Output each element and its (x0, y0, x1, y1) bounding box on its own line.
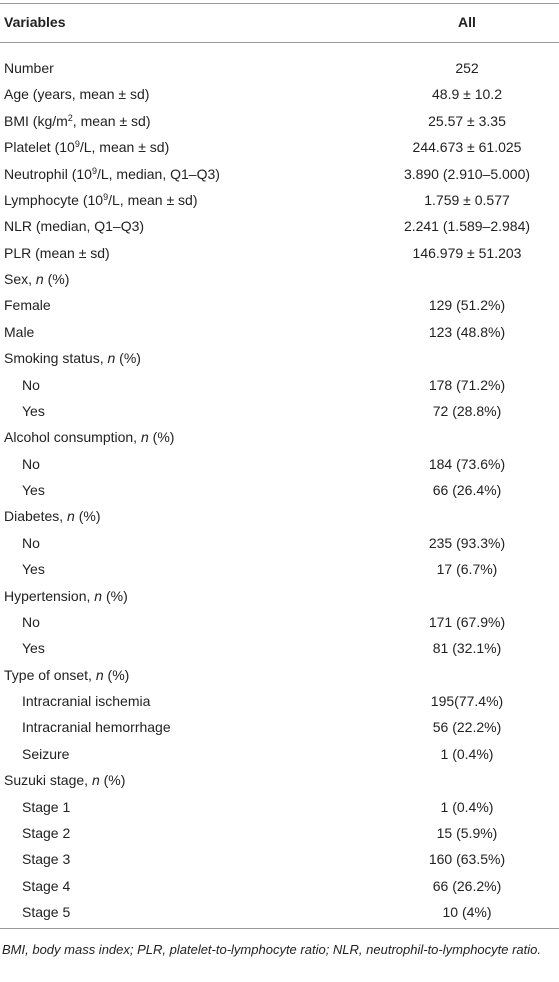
row-label: Lymphocyte (109/L, mean ± sd) (4, 191, 198, 209)
label-part: Sex, (4, 271, 36, 287)
row-label: Yes (22, 402, 45, 419)
row-value: 17 (6.7%) (436, 561, 498, 578)
row-label: Smoking status, n (%) (4, 349, 141, 367)
row-value: 123 (48.8%) (428, 323, 506, 340)
label-part: n (35, 271, 44, 287)
row-value: 25.57 ± 3.35 (428, 112, 506, 129)
row-label: Male (4, 323, 35, 340)
label-part: Smoking status, (4, 350, 108, 367)
row-value: 195(77.4%) (430, 693, 504, 709)
row-label: No (22, 534, 40, 551)
label-part: Suzuki stage, (4, 772, 92, 789)
row-label: Platelet (109/L, mean ± sd) (4, 138, 169, 156)
row-label: Neutrophil (109/L, median, Q1–Q3) (4, 165, 220, 183)
row-value: 171 (67.9%) (428, 613, 506, 630)
row-label: Stage 1 (22, 798, 71, 815)
label-part: n (91, 772, 100, 789)
row-value: 3.890 (2.910–5.000) (403, 165, 531, 182)
row-label: Alcohol consumption, n (%) (4, 428, 174, 446)
row-value: 252 (455, 60, 479, 76)
label-part: n (107, 350, 116, 367)
row-label: No (22, 613, 40, 630)
label-part: n (67, 508, 75, 525)
row-value: 129 (51.2%) (428, 297, 506, 314)
row-label: Stage 3 (22, 851, 71, 868)
row-value: 56 (22.2%) (432, 719, 502, 736)
label-part: /L, mean ± sd) (79, 139, 170, 156)
row-value: 235 (93.3%) (428, 534, 506, 551)
label-part: /L, mean ± sd) (108, 191, 198, 208)
row-label: Stage 4 (22, 877, 71, 894)
label-part: Diabetes, (4, 508, 68, 525)
label-part: Hypertension, (4, 587, 95, 604)
label-part: Alcohol consumption, (4, 429, 141, 446)
header-value: All (458, 14, 476, 30)
label-part: (%) (99, 772, 126, 789)
header-rule (0, 42, 559, 43)
label-part: BMI (kg/m (4, 112, 68, 129)
row-label: PLR (mean ± sd) (4, 244, 110, 261)
row-label: Sex, n (%) (4, 270, 69, 288)
label-part: n (95, 666, 104, 683)
row-label: Type of onset, n (%) (4, 666, 129, 684)
label-part: 9 (103, 191, 109, 202)
row-label: Stage 5 (22, 904, 71, 920)
row-label: Intracranial hemorrhage (22, 719, 171, 736)
label-part: (%) (102, 587, 128, 604)
footnote: BMI, body mass index; PLR, platelet-to-l… (2, 942, 542, 957)
label-part: (%) (115, 350, 141, 367)
row-label: Stage 2 (22, 824, 71, 841)
bottom-rule (0, 928, 559, 929)
row-value: 72 (28.8%) (432, 402, 502, 419)
label-part: Lymphocyte (10 (4, 191, 104, 208)
row-value: 1 (0.4%) (440, 798, 494, 815)
row-value: 66 (26.4%) (432, 482, 502, 498)
row-value: 184 (73.6%) (428, 455, 506, 472)
row-value: 15 (5.9%) (436, 824, 498, 841)
row-value: 244.673 ± 61.025 (412, 139, 522, 156)
label-part: (%) (103, 666, 130, 683)
label-part: 2 (67, 112, 73, 123)
label-part: (%) (43, 271, 70, 287)
row-value: 178 (71.2%) (428, 376, 506, 393)
label-part: , mean ± sd) (72, 112, 151, 129)
row-value: 160 (63.5%) (428, 851, 506, 868)
header-label: Variables (4, 14, 66, 30)
row-value: 1 (0.4%) (440, 745, 494, 762)
label-part: n (94, 587, 103, 604)
row-value: 146.979 ± 51.203 (412, 244, 522, 261)
row-label: Yes (22, 561, 45, 578)
label-part: Platelet (10 (4, 139, 75, 156)
row-label: Yes (22, 640, 45, 657)
label-part: 9 (91, 165, 97, 176)
label-part: 9 (74, 139, 80, 150)
label-part: Type of onset, (4, 666, 96, 683)
row-value: 10 (4%) (442, 904, 492, 920)
row-label: Hypertension, n (%) (4, 587, 128, 605)
row-value: 1.759 ± 0.577 (424, 191, 510, 208)
row-value: 2.241 (1.589–2.984) (403, 218, 531, 235)
row-value: 66 (26.2%) (432, 877, 502, 894)
row-label: Seizure (22, 745, 70, 762)
row-label: Number (4, 60, 54, 76)
row-label: No (22, 455, 40, 472)
label-part: /L, median, Q1–Q3) (96, 165, 220, 182)
row-label: Yes (22, 482, 45, 498)
row-label: Intracranial ischemia (22, 693, 151, 709)
row-value: 81 (32.1%) (432, 640, 502, 657)
label-part: (%) (148, 429, 175, 446)
row-label: NLR (median, Q1–Q3) (4, 218, 145, 235)
label-part: n (140, 429, 149, 446)
row-value: 48.9 ± 10.2 (432, 86, 502, 103)
row-label: Suzuki stage, n (%) (4, 771, 125, 789)
row-label: Diabetes, n (%) (4, 507, 101, 525)
row-label: No (22, 376, 40, 393)
row-label: BMI (kg/m2, mean ± sd) (4, 112, 151, 130)
label-part: (%) (74, 508, 101, 525)
row-label: Female (4, 297, 51, 314)
top-rule (0, 3, 559, 4)
label-part: Neutrophil (10 (4, 165, 92, 182)
row-label: Age (years, mean ± sd) (4, 86, 150, 103)
